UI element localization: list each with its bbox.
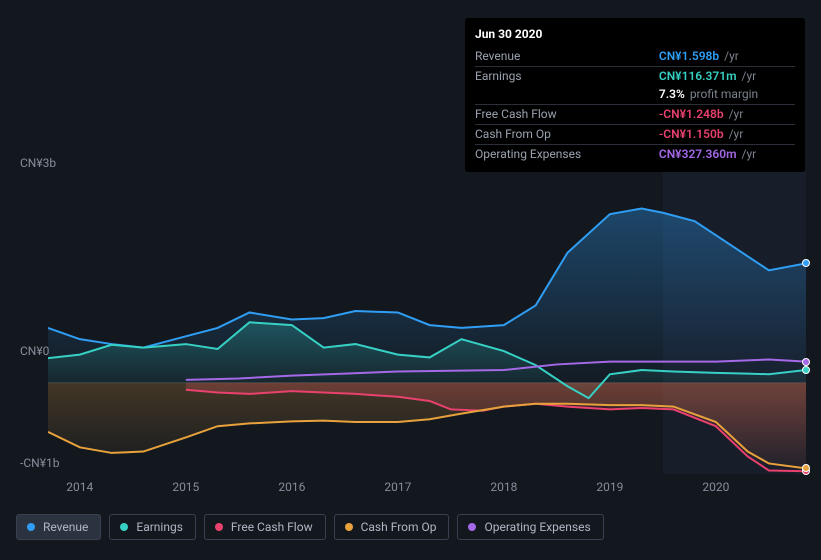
legend-item-earnings[interactable]: Earnings [109, 514, 196, 540]
legend-dot-icon [345, 523, 353, 531]
tooltip-row-label: Free Cash Flow [475, 105, 659, 125]
tooltip-row-label: Cash From Op [475, 124, 659, 144]
x-axis-label: 2019 [596, 480, 623, 494]
tooltip-row-value: CN¥116.371m /yr [659, 66, 795, 85]
series-end-marker [802, 358, 810, 366]
series-end-marker [802, 464, 810, 472]
legend-item-revenue[interactable]: Revenue [16, 514, 101, 540]
legend-item-label: Operating Expenses [484, 520, 590, 534]
legend-dot-icon [215, 523, 223, 531]
legend-item-label: Cash From Op [361, 520, 437, 534]
tooltip-row: Earnings CN¥116.371m /yr [475, 66, 795, 85]
tooltip-row-label [475, 85, 659, 104]
legend-item-operating-expenses[interactable]: Operating Expenses [457, 514, 603, 540]
legend-item-free-cash-flow[interactable]: Free Cash Flow [204, 514, 326, 540]
tooltip-panel: Jun 30 2020 Revenue CN¥1.598b /yr Earnin… [465, 18, 805, 172]
legend-item-label: Earnings [136, 520, 183, 534]
tooltip-row-label: Earnings [475, 66, 659, 85]
x-axis-label: 2020 [702, 480, 729, 494]
tooltip-row-label: Operating Expenses [475, 144, 659, 163]
tooltip-row-value: CN¥1.598b /yr [659, 47, 795, 66]
tooltip-date: Jun 30 2020 [475, 24, 795, 47]
x-axis-label: 2017 [384, 480, 411, 494]
tooltip-row-value: -CN¥1.150b /yr [659, 124, 795, 144]
tooltip-row-value: CN¥327.360m /yr [659, 144, 795, 163]
tooltip-row-value: -CN¥1.248b /yr [659, 105, 795, 125]
tooltip-row-label: Revenue [475, 47, 659, 66]
y-axis-label: CN¥0 [20, 344, 49, 358]
financials-chart[interactable] [48, 172, 806, 474]
tooltip-row: Free Cash Flow -CN¥1.248b /yr [475, 105, 795, 125]
legend-item-label: Free Cash Flow [231, 520, 313, 534]
chart-legend: Revenue Earnings Free Cash Flow Cash Fro… [16, 514, 604, 540]
tooltip-row: Cash From Op -CN¥1.150b /yr [475, 124, 795, 144]
series-end-marker [802, 366, 810, 374]
x-axis-label: 2014 [66, 480, 93, 494]
tooltip-row: 7.3% profit margin [475, 85, 795, 104]
x-axis-label: 2016 [278, 480, 305, 494]
tooltip-row: Revenue CN¥1.598b /yr [475, 47, 795, 66]
tooltip-row: Operating Expenses CN¥327.360m /yr [475, 144, 795, 163]
series-end-marker [802, 259, 810, 267]
x-axis-label: 2018 [490, 480, 517, 494]
legend-item-label: Revenue [43, 520, 88, 534]
y-axis-label: CN¥3b [20, 156, 56, 170]
legend-dot-icon [120, 523, 128, 531]
x-axis-label: 2015 [172, 480, 199, 494]
legend-dot-icon [27, 523, 35, 531]
tooltip-row-value: 7.3% profit margin [659, 85, 795, 104]
legend-dot-icon [468, 523, 476, 531]
legend-item-cash-from-op[interactable]: Cash From Op [334, 514, 450, 540]
